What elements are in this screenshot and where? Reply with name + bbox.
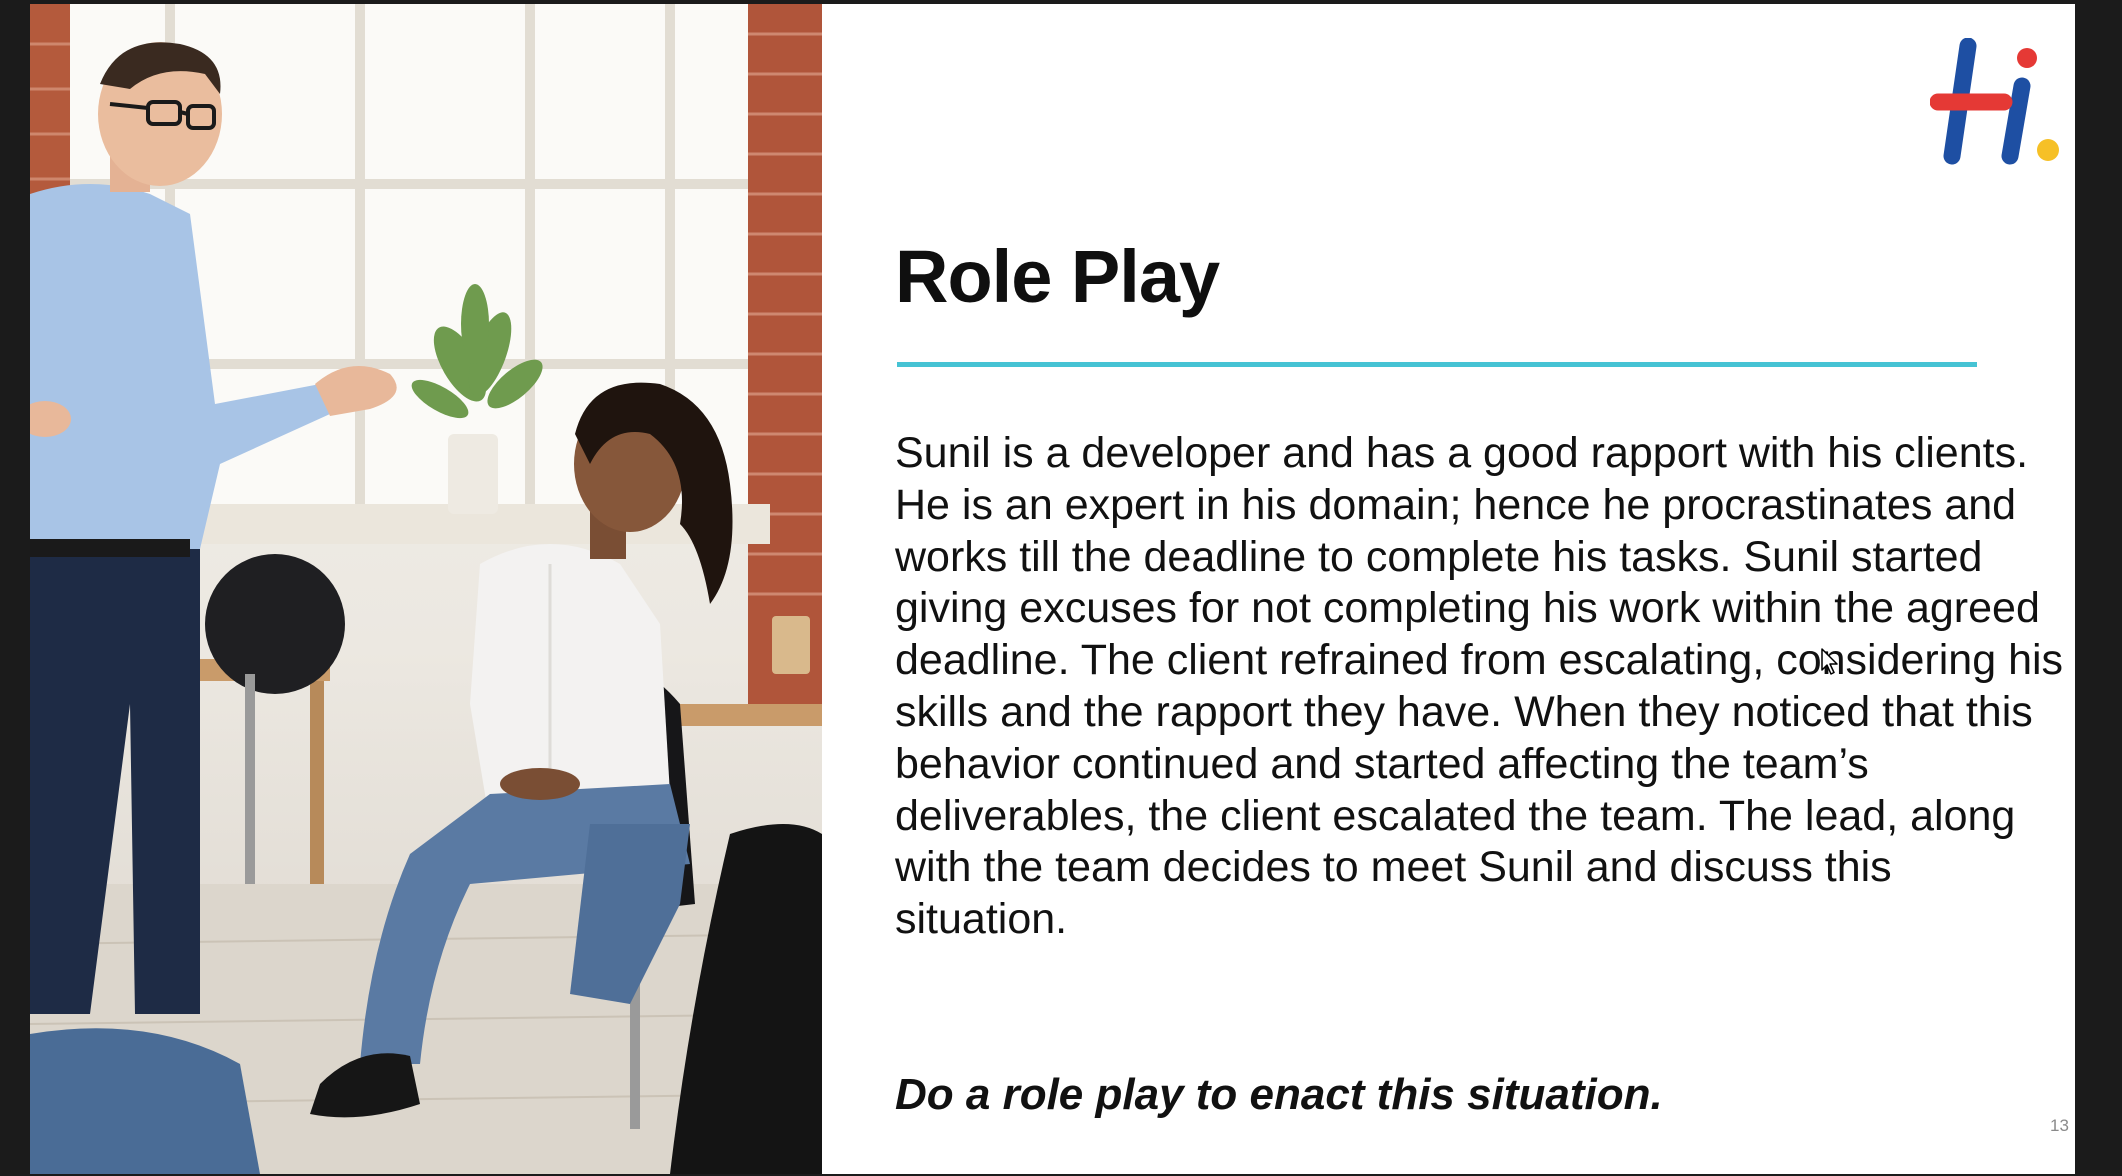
hi-logo-icon (1929, 37, 2060, 168)
instruction-text: Do a role play to enact this situation. (895, 1070, 1663, 1119)
title-divider (897, 362, 1977, 367)
slide: Role Play Sunil is a developer and has a… (30, 4, 2075, 1174)
meeting-photo (30, 4, 822, 1174)
slide-number: 13 (2050, 1116, 2069, 1135)
slide-title: Role Play (895, 235, 1220, 318)
mouse-cursor-icon (1821, 648, 1839, 676)
scenario-paragraph: Sunil is a developer and has a good rapp… (895, 429, 2064, 944)
